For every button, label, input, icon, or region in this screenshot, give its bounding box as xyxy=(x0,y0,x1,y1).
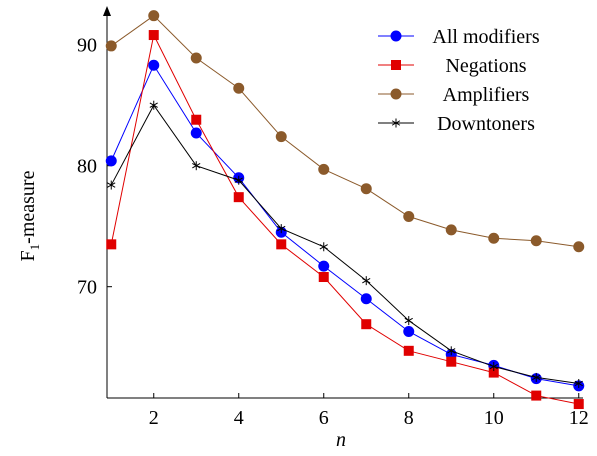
data-point xyxy=(234,175,243,185)
data-point xyxy=(573,241,585,253)
data-point xyxy=(446,356,457,367)
data-point xyxy=(360,183,372,195)
data-point xyxy=(105,155,117,167)
data-point xyxy=(532,372,541,382)
series-line xyxy=(110,15,579,248)
legend-label: Downtoners xyxy=(437,113,535,135)
y-axis-label: F1-measure xyxy=(17,170,42,261)
legend-item: Negations xyxy=(378,55,527,77)
data-point xyxy=(107,180,116,190)
data-point xyxy=(361,319,372,330)
legend-label: Amplifiers xyxy=(443,84,530,106)
data-point xyxy=(149,100,158,110)
data-point xyxy=(192,161,201,171)
legend-item: All modifiers xyxy=(378,26,540,48)
y-axis-arrow-icon xyxy=(103,6,111,16)
data-point xyxy=(106,239,117,250)
data-point xyxy=(360,293,372,305)
data-point xyxy=(445,224,457,236)
y-axis-label-subscript: 1 xyxy=(27,244,42,251)
legend-marker xyxy=(390,88,402,100)
legend-item: Downtoners xyxy=(378,113,535,135)
data-point xyxy=(318,163,330,175)
legend-marker xyxy=(390,30,402,42)
data-point xyxy=(404,316,413,326)
legend-label: All modifiers xyxy=(432,26,539,48)
series-layer xyxy=(105,10,585,410)
series-line xyxy=(110,104,579,384)
data-point xyxy=(530,235,542,247)
legend-marker xyxy=(391,60,401,70)
data-point xyxy=(403,325,415,337)
data-point xyxy=(403,345,414,356)
data-point xyxy=(233,192,244,203)
x-tick-label: 12 xyxy=(569,407,589,429)
data-point xyxy=(275,131,287,143)
x-axis-label: n xyxy=(336,429,346,451)
data-point xyxy=(488,367,499,378)
data-point xyxy=(318,272,329,283)
series-negations xyxy=(106,30,584,410)
data-point xyxy=(190,127,202,139)
data-point xyxy=(403,211,415,223)
data-point xyxy=(362,276,371,286)
legend-label: Negations xyxy=(445,55,526,77)
data-point xyxy=(191,114,202,125)
data-point xyxy=(190,52,202,64)
y-axis-label-suffix: -measure xyxy=(17,170,39,243)
data-point xyxy=(574,378,583,388)
x-tick-label: 4 xyxy=(234,407,244,429)
data-point xyxy=(148,10,160,22)
x-axis-ticks: 2 4 6 8 10 12 xyxy=(149,393,589,429)
x-tick-label: 10 xyxy=(484,407,504,429)
y-axis-ticks: 70 80 90 xyxy=(77,35,112,299)
data-point xyxy=(489,362,498,372)
legend-item: Amplifiers xyxy=(378,84,530,106)
data-point xyxy=(573,399,584,410)
legend-marker xyxy=(391,118,401,128)
data-point xyxy=(319,242,328,252)
data-point xyxy=(233,82,245,94)
x-tick-label: 8 xyxy=(404,407,414,429)
series-downtoners xyxy=(107,100,583,388)
data-point xyxy=(276,239,287,250)
legend: All modifiers Negations Amplifiers Downtone… xyxy=(378,26,540,135)
x-tick-label: 6 xyxy=(319,407,329,429)
data-point xyxy=(531,390,542,401)
series-line xyxy=(110,33,579,405)
plot-area xyxy=(103,6,583,399)
series-all-modifiers xyxy=(105,59,585,392)
data-point xyxy=(447,346,456,356)
data-point xyxy=(318,260,330,272)
data-point xyxy=(148,30,159,41)
data-point xyxy=(105,40,117,52)
y-tick-label: 70 xyxy=(77,277,97,299)
y-tick-label: 80 xyxy=(77,156,97,178)
x-tick-label: 2 xyxy=(149,407,159,429)
data-point xyxy=(277,224,286,234)
y-tick-label: 90 xyxy=(77,35,97,57)
series-amplifiers xyxy=(105,10,585,253)
series-line xyxy=(110,64,579,387)
data-point xyxy=(488,232,500,244)
data-point xyxy=(148,59,160,71)
